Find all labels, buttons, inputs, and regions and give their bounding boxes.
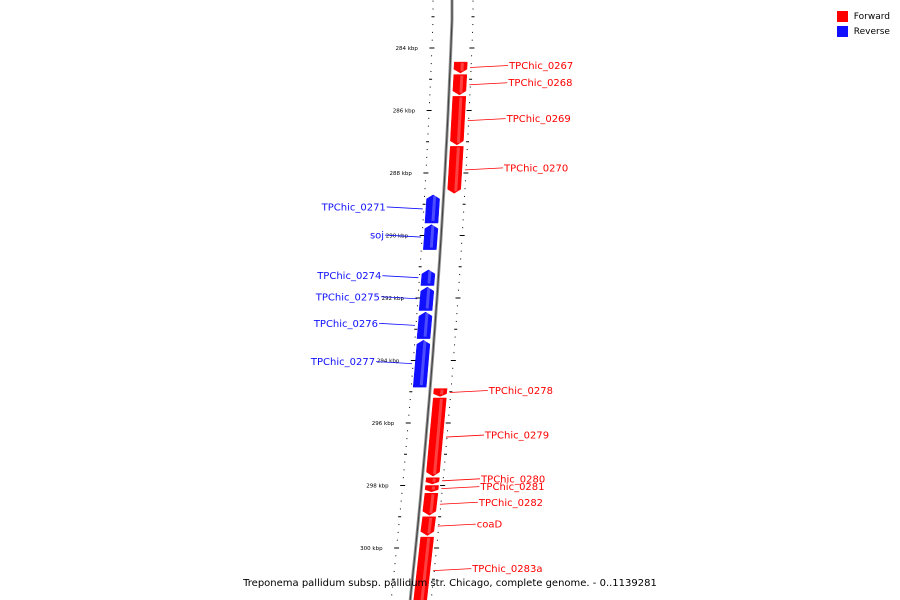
gene-leader-line <box>467 118 506 122</box>
gene-arrow <box>420 269 436 286</box>
gene-label: soj <box>370 231 384 242</box>
gene-label: TPChic_0275 <box>315 292 380 303</box>
gene-arrow-shine <box>456 97 463 143</box>
gene-leader-line <box>469 82 508 86</box>
scale-label: 300 kbp <box>360 546 383 552</box>
scale-label: 290 kbp <box>386 234 409 240</box>
gene-arrow-shine <box>432 478 436 483</box>
gene-arrow-shine <box>419 341 427 386</box>
gene-label: TPChic_0278 <box>488 386 553 397</box>
gene-arrow <box>413 536 434 600</box>
scale-label: 294 kbp <box>377 359 400 365</box>
gene-leader-line <box>442 478 481 482</box>
scale-label: 296 kbp <box>372 421 395 427</box>
gene-features: TPChic_0267 TPChic_0268 TPChic_0269 TPChic_… <box>310 61 573 600</box>
gene-leader-line <box>449 390 488 393</box>
backbone-line <box>409 0 453 600</box>
gene-arrow-shine <box>459 75 464 93</box>
gene-arrow-shine <box>427 270 432 284</box>
gene-arrow <box>424 485 439 493</box>
scale-label: 298 kbp <box>366 484 389 490</box>
gene-leader-line <box>437 523 476 527</box>
gene-leader-line <box>470 65 509 68</box>
gene-leader-line <box>465 167 504 171</box>
gene-leader-line <box>382 275 419 279</box>
gene-arrow-shine <box>427 517 433 534</box>
scale-label: 286 kbp <box>393 109 416 115</box>
scale-label: 284 kbp <box>395 46 418 52</box>
gene-label: TPChic_0277 <box>310 357 375 368</box>
gene-leader-line <box>380 296 417 300</box>
gene-leader-line <box>376 361 413 365</box>
gene-arrow <box>420 516 436 536</box>
gene-arrow-shine <box>431 195 437 222</box>
gene-label: TPChic_0267 <box>508 61 573 72</box>
gene-leader-line <box>433 568 472 572</box>
gene-label: TPChic_0281 <box>479 482 544 493</box>
gene-label: TPChic_0270 <box>503 163 568 174</box>
reverse-swatch <box>836 26 848 37</box>
gene-arrow <box>453 61 468 74</box>
gene-arrow-shine <box>454 147 460 192</box>
gene-arrow <box>447 146 464 194</box>
forward-swatch <box>836 11 848 22</box>
gene-arrow-shine <box>423 312 429 337</box>
gene-arrow-shine <box>431 486 436 491</box>
gene-arrow-shine <box>425 287 431 309</box>
gene-arrow <box>450 96 467 146</box>
gene-leader-line <box>378 322 416 326</box>
gene-leader-line <box>441 486 480 490</box>
gene-label: TPChic_0269 <box>506 114 571 125</box>
forward-label: Forward <box>853 11 890 22</box>
gene-arrow <box>426 397 447 477</box>
scale-label: 292 kbp <box>382 296 405 302</box>
gene-leader-line <box>386 206 423 210</box>
legend-reverse: Reverse <box>836 24 890 39</box>
gene-arrow <box>412 339 431 388</box>
gene-arrow-shine <box>433 398 443 475</box>
gene-arrow-shine <box>440 389 444 395</box>
gene-leader-line <box>445 434 484 438</box>
strand-legend: Forward Reverse <box>836 9 890 39</box>
gene-label: TPChic_0279 <box>484 431 549 442</box>
scale-label: 288 kbp <box>389 171 412 177</box>
gene-arrow <box>422 493 439 516</box>
gene-arrow <box>416 311 433 339</box>
gene-arrow <box>418 286 435 311</box>
gene-arrow <box>433 388 448 397</box>
gene-label: TPChic_0268 <box>507 78 572 89</box>
genome-backbone <box>408 0 454 600</box>
legend-forward: Forward <box>836 9 890 24</box>
gene-label: TPChic_0282 <box>478 498 543 509</box>
reverse-label: Reverse <box>853 26 890 37</box>
gene-label: TPChic_0283a <box>471 564 542 575</box>
gene-arrow-shine <box>429 225 435 248</box>
scale-ticks: 284 kbp 286 kbp 288 kbp 290 kbp 292 kbp 294 k… <box>360 0 475 596</box>
gene-arrow-shine <box>420 537 431 600</box>
gene-arrow <box>424 194 440 224</box>
gene-arrow-shine <box>429 494 435 514</box>
gene-label: TPChic_0274 <box>316 271 381 282</box>
gene-leader-line <box>439 501 478 505</box>
gene-label: TPChic_0276 <box>313 319 378 330</box>
gene-arrow <box>423 224 439 250</box>
gene-arrow <box>425 477 440 485</box>
gene-leader-line <box>385 234 422 238</box>
gene-label: TPChic_0280 <box>480 474 545 485</box>
gene-label: TPChic_0271 <box>321 202 386 213</box>
gene-arrow <box>452 74 468 96</box>
genome-caption: Treponema pallidum subsp. pallidum str. … <box>243 578 657 589</box>
gene-label: coaD <box>477 520 503 531</box>
